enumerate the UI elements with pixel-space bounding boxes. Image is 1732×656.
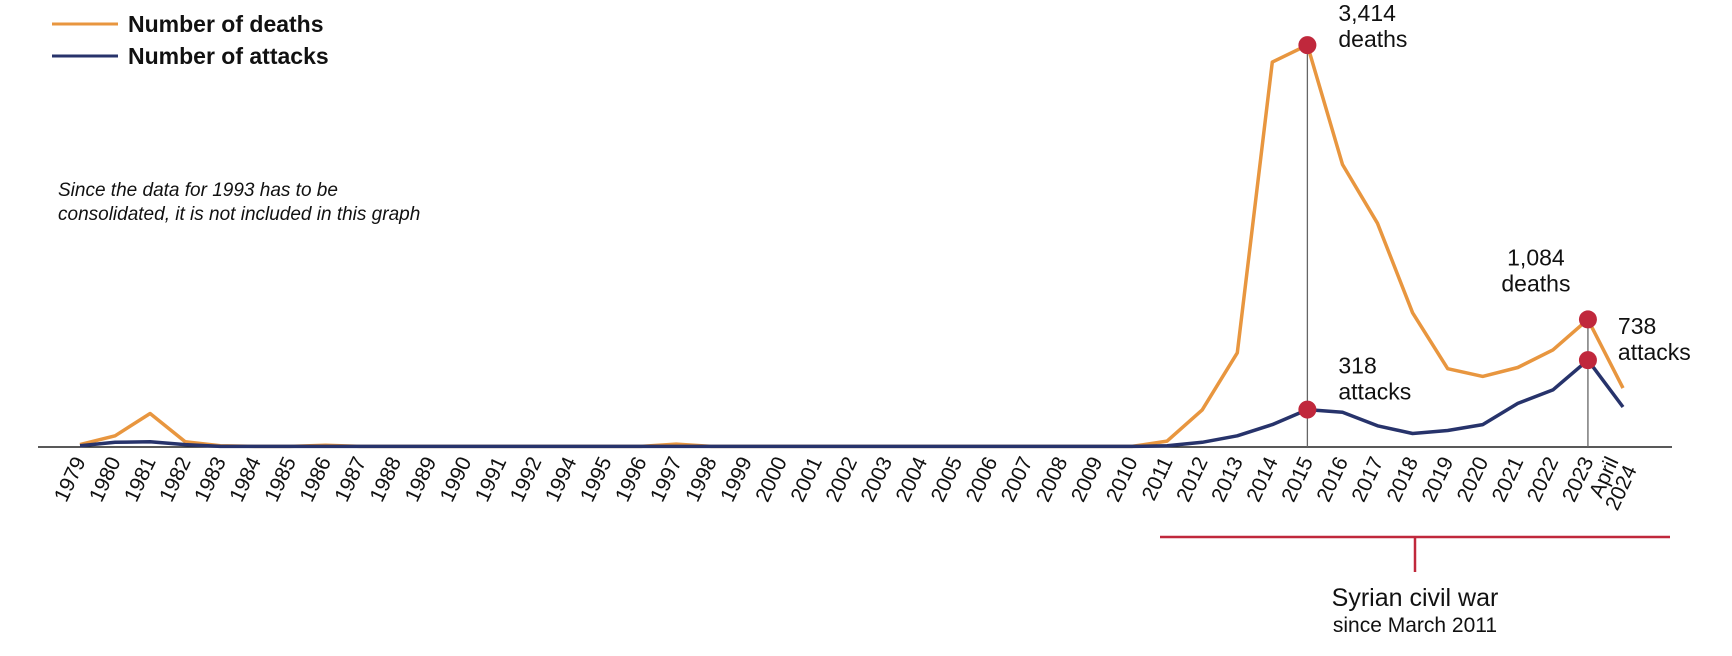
x-tick-label: 2001: [786, 453, 827, 505]
x-tick-label: 1983: [190, 453, 231, 505]
value-label: 3,414 deaths: [1338, 0, 1407, 52]
x-tick-label: 2015: [1277, 453, 1318, 505]
x-tick-label: 1995: [576, 453, 617, 505]
x-tick-label: 2014: [1242, 453, 1283, 505]
x-tick-label: 2016: [1312, 453, 1353, 505]
x-tick-label: 1996: [611, 453, 652, 505]
x-tick-label: 2002: [821, 453, 862, 505]
x-tick-label: 1986: [295, 453, 336, 505]
x-tick-label: 1980: [85, 453, 126, 505]
legend-label: Number of deaths: [128, 11, 324, 37]
x-tick-label: 1984: [225, 453, 266, 505]
value-label: 1,084 deaths: [1501, 244, 1570, 296]
x-tick-label: 1987: [330, 453, 371, 505]
x-tick-label: 1985: [260, 453, 301, 505]
highlight-point: [1298, 400, 1317, 419]
x-tick-label: 2019: [1418, 453, 1459, 505]
x-tick-label: 2003: [857, 453, 898, 505]
x-tick-label: 2007: [997, 453, 1038, 505]
note: consolidated, it is not included in this…: [58, 204, 420, 225]
x-tick-label: 2012: [1172, 453, 1213, 505]
highlight-point: [1298, 36, 1317, 55]
x-tick-label: 1981: [120, 453, 161, 505]
x-tick-label: 2022: [1523, 453, 1564, 505]
value-label: 318 attacks: [1338, 353, 1411, 405]
x-tick-label: 1991: [471, 453, 512, 505]
x-tick-label: 1982: [155, 453, 196, 505]
x-tick-label: 2017: [1347, 453, 1388, 505]
x-tick-label: 1990: [436, 453, 477, 505]
x-tick-label: 1994: [541, 453, 582, 505]
x-tick-label: 2005: [927, 453, 968, 505]
x-tick-label: 2018: [1383, 453, 1424, 505]
x-tick-label: 2000: [751, 453, 792, 505]
bracket-title: Syrian civil war: [1332, 584, 1499, 612]
x-tick-label: 1988: [366, 453, 407, 505]
x-tick-label: 1989: [401, 453, 442, 505]
x-tick-label: 2006: [962, 453, 1003, 505]
value-label: 738 attacks: [1618, 313, 1691, 365]
x-tick-label: 2021: [1488, 453, 1529, 505]
legend-label: Number of attacks: [128, 43, 329, 69]
x-tick-label: 1979: [50, 453, 91, 505]
x-tick-label: 2010: [1102, 453, 1143, 505]
x-tick-label: 1999: [716, 453, 757, 505]
x-tick-label: 1997: [646, 453, 687, 505]
x-tick-label: 2009: [1067, 453, 1108, 505]
x-tick-label: 2013: [1207, 453, 1248, 505]
x-tick-label: 1998: [681, 453, 722, 505]
highlight-point: [1578, 310, 1597, 329]
highlight-point: [1578, 351, 1597, 370]
x-tick-label: 2004: [892, 453, 933, 505]
x-tick-label: 2008: [1032, 453, 1073, 505]
x-tick-label: 2020: [1453, 453, 1494, 505]
bracket-subtitle: since March 2011: [1333, 614, 1497, 637]
note: Since the data for 1993 has to be: [58, 180, 338, 201]
x-tick-label: 1992: [506, 453, 547, 505]
series-line: [79, 358, 1625, 449]
